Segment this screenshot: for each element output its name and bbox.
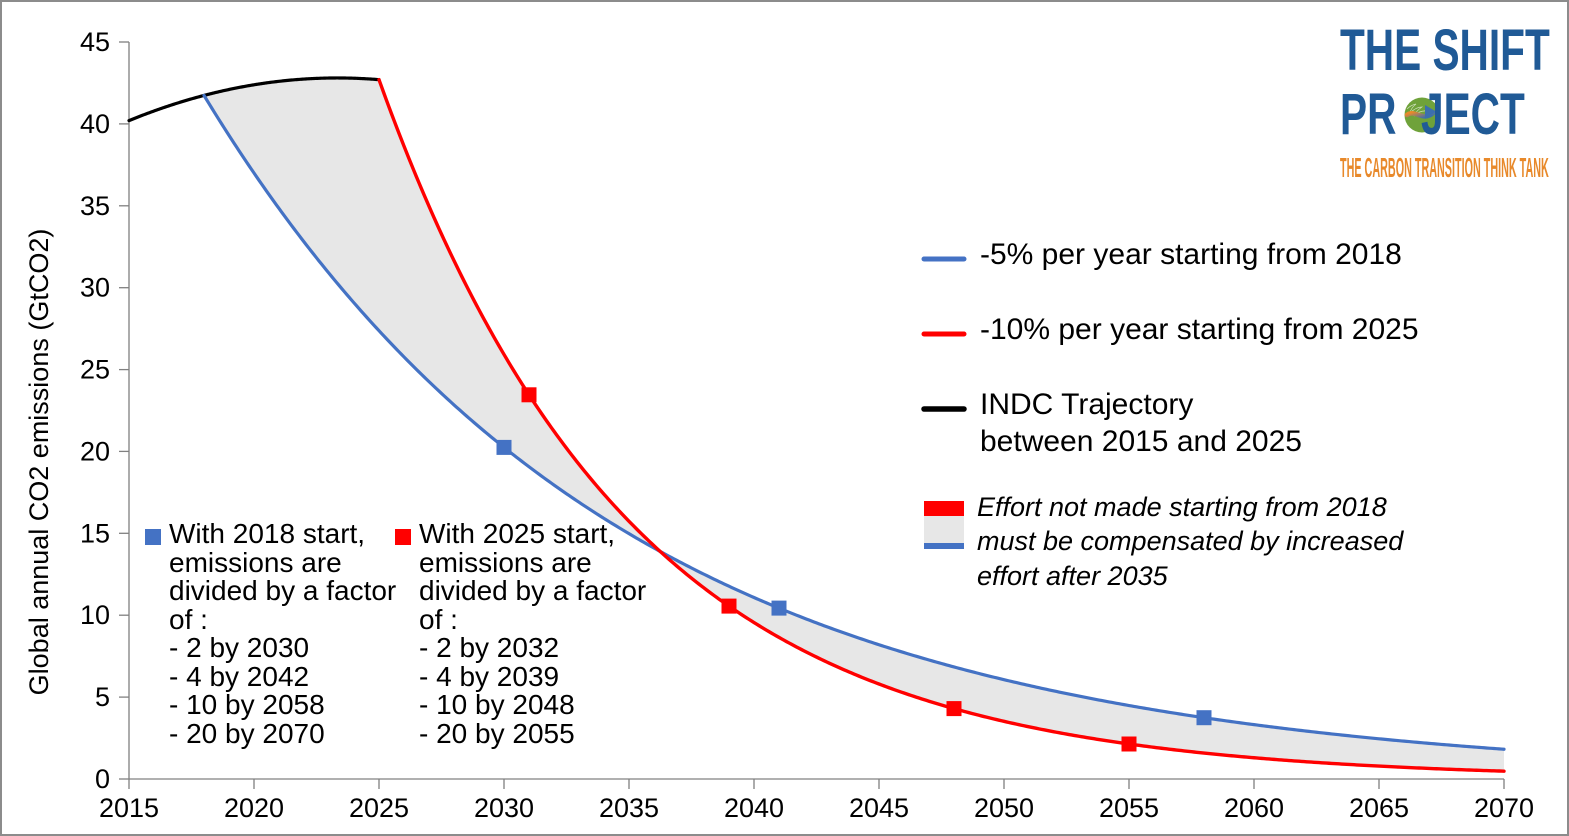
svg-text:2025: 2025 (349, 793, 409, 823)
svg-text:25: 25 (80, 355, 110, 385)
svg-text:20: 20 (80, 436, 110, 466)
svg-text:40: 40 (80, 109, 110, 139)
svg-text:2035: 2035 (599, 793, 659, 823)
svg-text:10: 10 (80, 600, 110, 630)
svg-text:15: 15 (80, 518, 110, 548)
svg-text:2055: 2055 (1099, 793, 1159, 823)
svg-text:0: 0 (95, 764, 110, 794)
svg-text:5: 5 (95, 682, 110, 712)
svg-text:2070: 2070 (1474, 793, 1534, 823)
svg-text:2030: 2030 (474, 793, 534, 823)
svg-text:30: 30 (80, 273, 110, 303)
svg-text:2050: 2050 (974, 793, 1034, 823)
svg-text:2020: 2020 (224, 793, 284, 823)
svg-text:2040: 2040 (724, 793, 784, 823)
svg-text:2045: 2045 (849, 793, 909, 823)
svg-text:2060: 2060 (1224, 793, 1284, 823)
svg-text:2015: 2015 (99, 793, 159, 823)
svg-text:35: 35 (80, 191, 110, 221)
svg-text:45: 45 (80, 27, 110, 57)
svg-text:2065: 2065 (1349, 793, 1409, 823)
